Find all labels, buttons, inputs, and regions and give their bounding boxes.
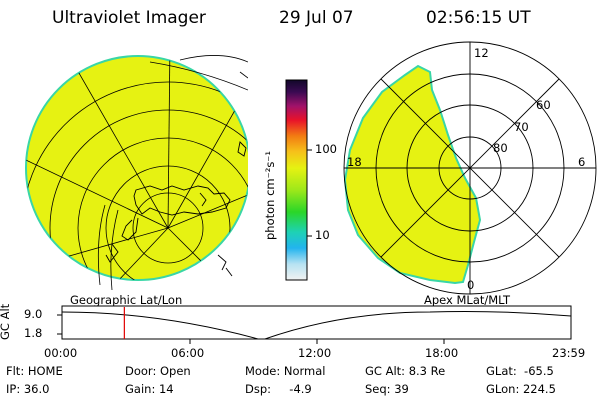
mlt-label-6: 6 <box>578 155 586 169</box>
info-dsp: Dsp: -4.9 <box>245 382 312 396</box>
mlt-label-0: 0 <box>467 278 475 292</box>
time-tick-0600: 06:00 <box>171 346 205 360</box>
colorbar-ticks <box>307 149 312 237</box>
mlat-label-80: 80 <box>493 141 508 155</box>
info-door: Door: Open <box>125 364 191 378</box>
colorbar-unit-label: photon cm⁻²s⁻¹ <box>263 151 277 240</box>
colorbar-tick-100: 100 <box>315 142 337 156</box>
observation-date: 29 Jul 07 <box>279 8 354 28</box>
mlt-label-12: 12 <box>474 46 489 60</box>
info-flt: Flt: HOME <box>6 364 63 378</box>
info-gain: Gain: 14 <box>125 382 174 396</box>
time-tick-2359: 23:59 <box>552 346 586 360</box>
altitude-axis-label: GC Alt <box>0 303 12 340</box>
info-glon: GLon: 224.5 <box>486 382 556 396</box>
polar-emission-region <box>343 64 482 285</box>
time-tick-0000: 00:00 <box>44 346 78 360</box>
earth-disk <box>25 55 248 281</box>
apex-label: Apex MLat/MLT <box>424 293 511 307</box>
mlat-label-60: 60 <box>536 98 551 112</box>
info-seq: Seq: 39 <box>365 382 409 396</box>
info-gc-alt: GC Alt: 8.3 Re <box>365 364 446 378</box>
polar-grid <box>343 41 597 295</box>
colorbar-scale <box>285 79 308 281</box>
mlt-label-18: 18 <box>347 155 362 169</box>
info-glat: GLat: -65.5 <box>486 364 554 378</box>
off-limb-grid <box>97 55 248 291</box>
observation-time: 02:56:15 UT <box>426 8 531 28</box>
mlat-label-70: 70 <box>514 120 529 134</box>
polar-plot <box>343 41 597 295</box>
altitude-tick-high: 9.0 <box>24 307 43 321</box>
altitude-strip <box>57 305 572 344</box>
geographic-label: Geographic Lat/Lon <box>70 293 183 307</box>
colorbar-tick-10: 10 <box>315 228 330 242</box>
instrument-title: Ultraviolet Imager <box>52 8 206 28</box>
info-ip: IP: 36.0 <box>6 382 50 396</box>
time-tick-1800: 18:00 <box>425 346 459 360</box>
time-tick-1200: 12:00 <box>298 346 332 360</box>
info-mode: Mode: Normal <box>245 364 326 378</box>
altitude-tick-low: 1.8 <box>24 326 43 340</box>
coastlines <box>105 141 247 277</box>
